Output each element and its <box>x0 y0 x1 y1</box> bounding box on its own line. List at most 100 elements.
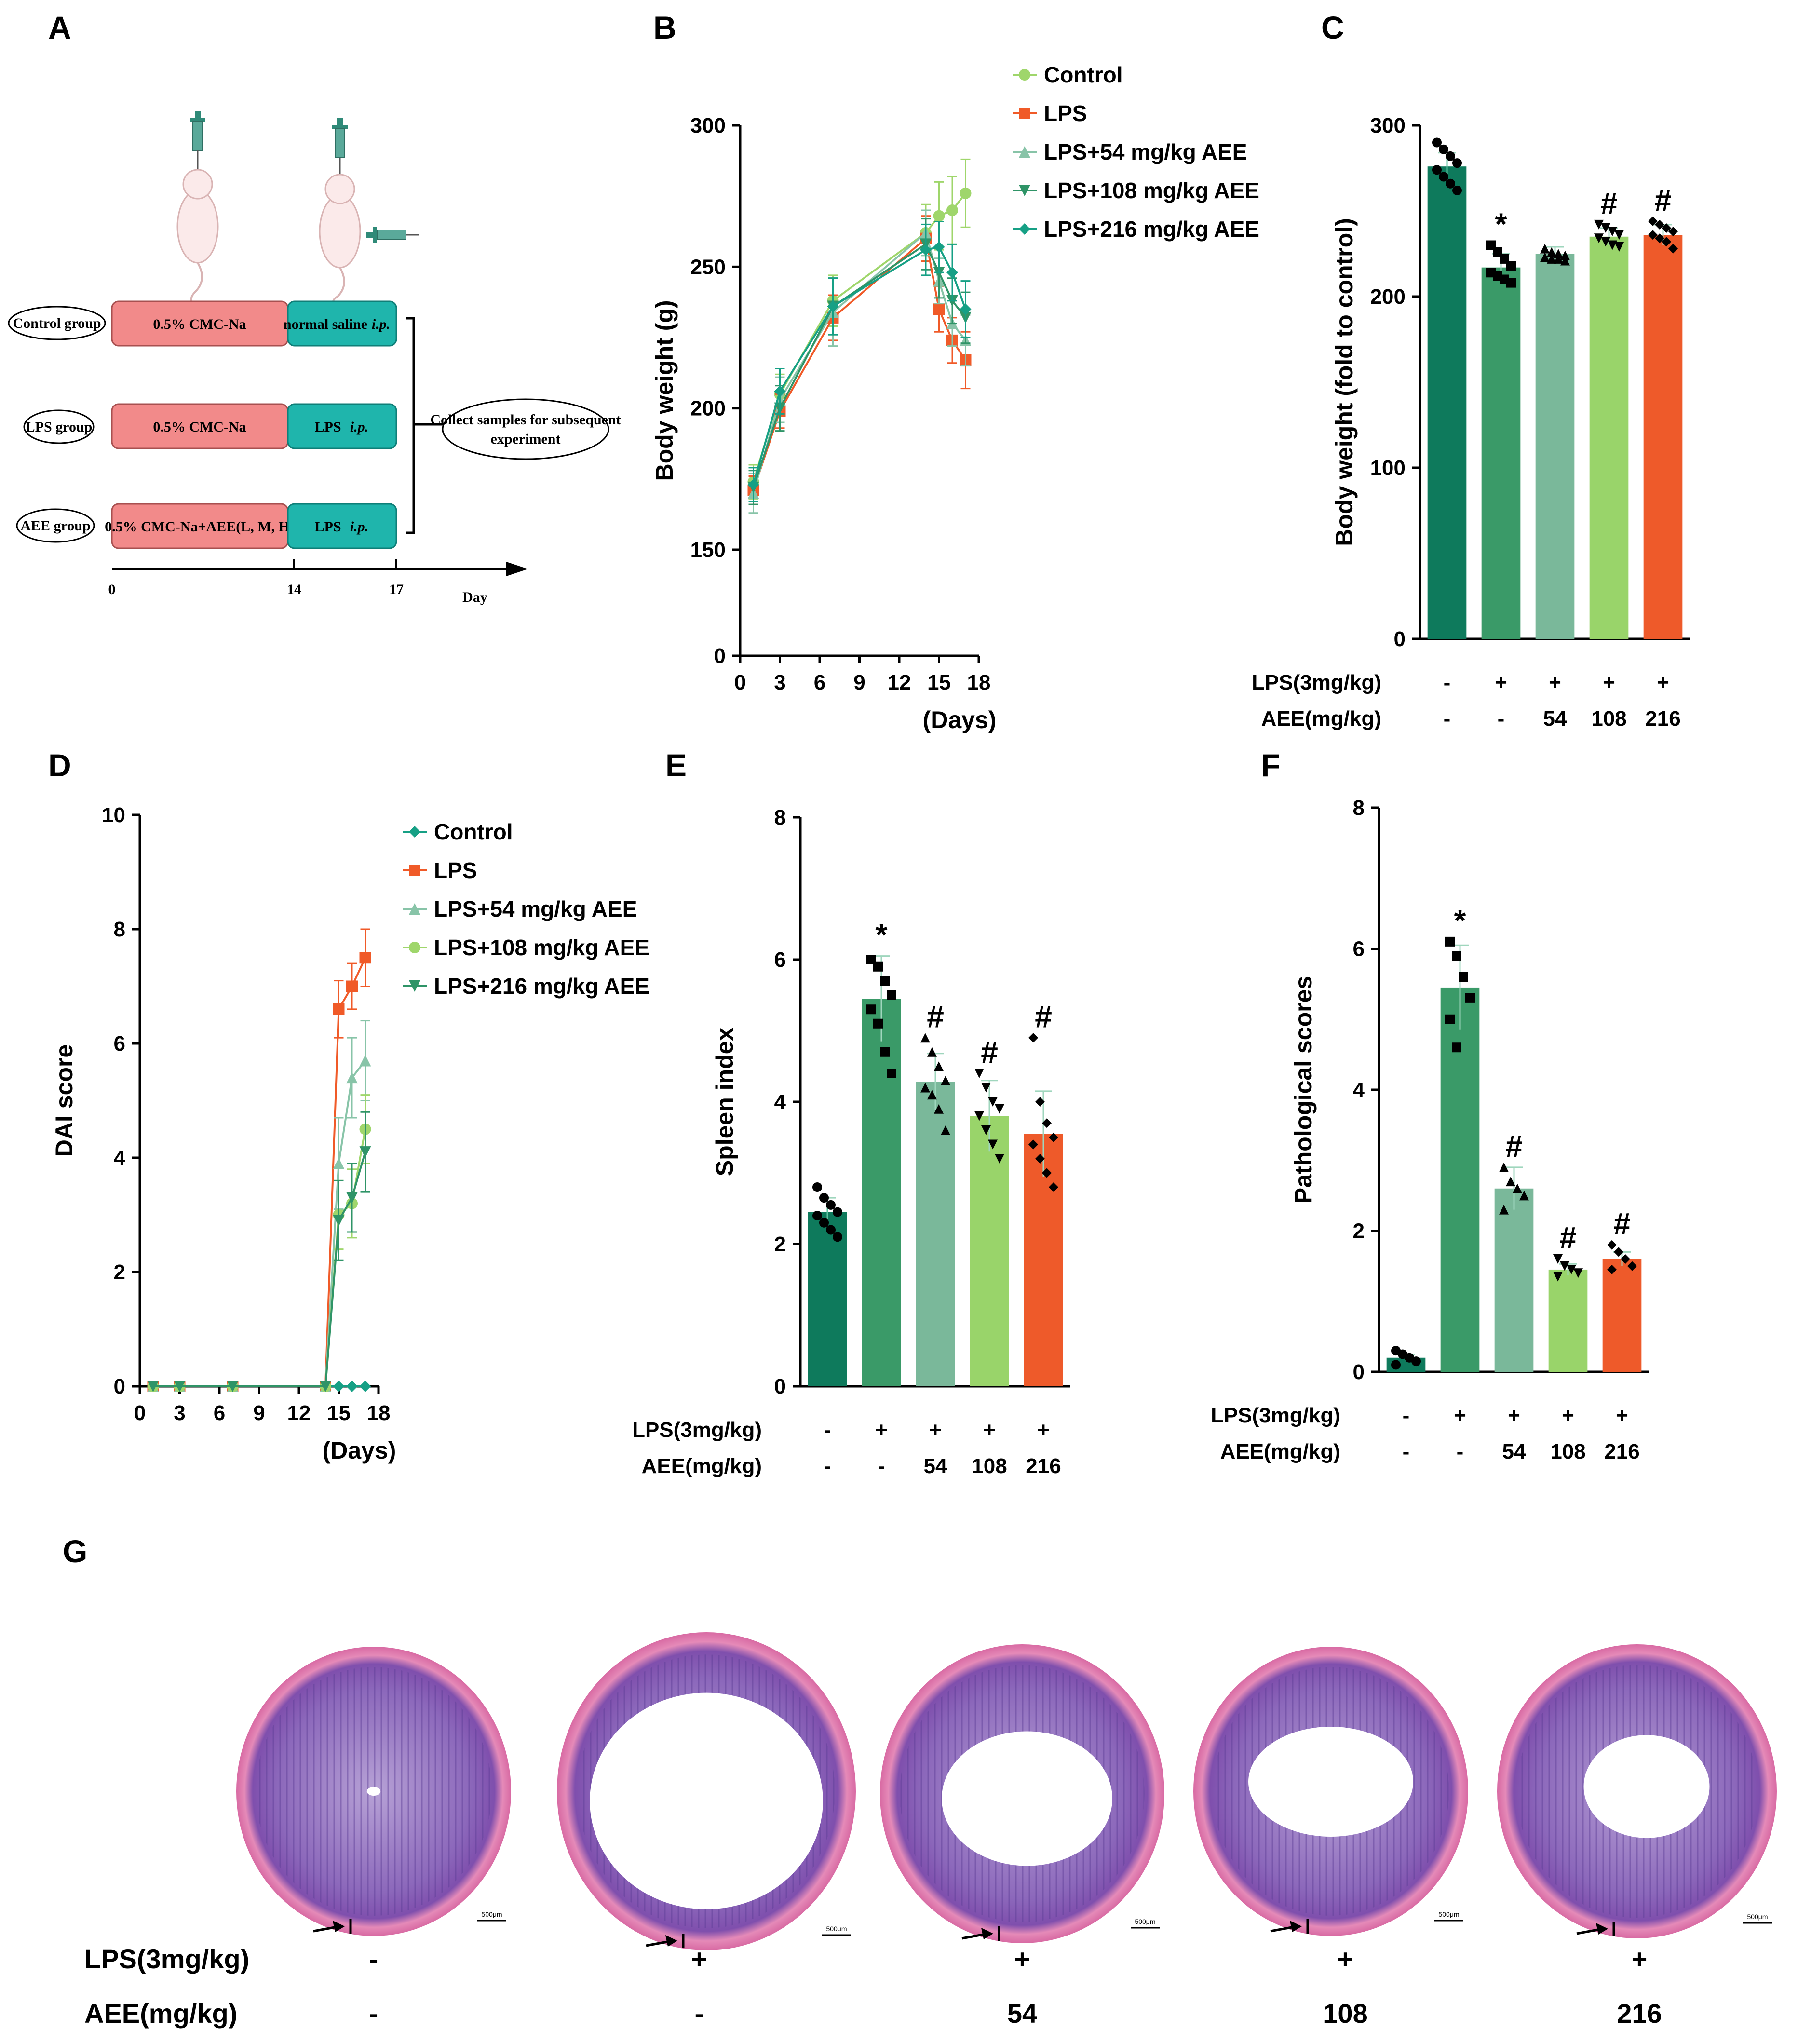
data-point <box>1662 237 1671 247</box>
panel-letter-g: G <box>63 1533 87 1569</box>
series-line <box>153 957 366 1387</box>
data-point <box>1648 230 1658 240</box>
data-point <box>927 1047 937 1057</box>
stage2-text-lps: LPS <box>314 419 341 435</box>
data-point <box>1608 227 1617 237</box>
histology-images: 500μm 500μm 500μm 500μm 500μm <box>236 1632 1777 1950</box>
group-bracket <box>406 317 415 534</box>
data-point <box>812 1182 822 1192</box>
histology-aee-value: 54 <box>1007 1998 1037 2029</box>
data-point <box>1506 261 1516 271</box>
series-lps <box>747 215 972 505</box>
group-label-aee: AEE group <box>16 508 95 543</box>
data-point <box>1547 254 1556 264</box>
aee-condition-value: 216 <box>1645 707 1680 731</box>
data-point <box>1614 242 1624 252</box>
data-point <box>1459 972 1468 982</box>
legend-label: LPS+108 mg/kg AEE <box>1044 178 1259 203</box>
bar-4 <box>970 1116 1009 1386</box>
histology-aee-value: 108 <box>1323 1998 1367 2029</box>
syringe-icon <box>332 118 348 181</box>
arrow-head-icon <box>333 1921 345 1932</box>
y-tick-label: 0 <box>1394 627 1406 651</box>
y-axis-title: Body weight (g) <box>651 300 678 481</box>
syringe-icon <box>366 227 419 243</box>
data-point <box>941 1125 950 1135</box>
series-control <box>747 158 972 500</box>
data-point <box>359 1055 371 1067</box>
data-point <box>1553 1254 1563 1264</box>
group-label-lps: LPS group <box>23 409 95 444</box>
data-point <box>1540 252 1550 262</box>
data-point <box>934 1061 944 1071</box>
data-point <box>1499 1162 1509 1172</box>
lumen <box>942 1731 1112 1866</box>
data-point <box>1042 1168 1052 1178</box>
data-point <box>988 1097 998 1107</box>
data-point <box>346 1381 358 1392</box>
data-point <box>826 1200 836 1210</box>
x-tick-label: 15 <box>927 671 951 694</box>
data-point <box>933 303 945 315</box>
y-tick-label: 200 <box>1370 285 1406 309</box>
data-point <box>960 187 972 199</box>
data-point <box>1607 1240 1617 1250</box>
chart-f-pathological-bar: 0 2 4 6 8 Pathological scores - - * + - # +54 # +108 # +… <box>1211 796 1649 1463</box>
significance-marker: # <box>1035 999 1052 1034</box>
significance-marker: * <box>1454 903 1466 938</box>
data-point <box>819 1218 829 1228</box>
data-point <box>1567 1264 1576 1274</box>
aee-condition-value: 108 <box>1550 1440 1585 1463</box>
data-point <box>1446 151 1455 161</box>
series-line <box>752 236 967 491</box>
svg-text:AEE group: AEE group <box>20 518 90 534</box>
data-point <box>1668 227 1678 237</box>
legend-marker <box>409 903 420 915</box>
bar-5 <box>1602 1259 1642 1372</box>
legend-label: LPS <box>1044 101 1087 126</box>
histology-aee-value: - <box>369 1998 379 2029</box>
legend-marker <box>409 865 420 876</box>
data-point <box>866 1004 876 1015</box>
timeline-arrow-icon <box>506 562 528 576</box>
bar-1 <box>808 1212 847 1386</box>
data-point <box>1560 256 1570 266</box>
lps-condition-value: - <box>1444 671 1451 694</box>
timeline-label: Day <box>462 589 487 605</box>
mouse-icon <box>176 169 219 312</box>
series-line <box>153 1060 366 1387</box>
data-point <box>1028 1139 1038 1150</box>
aee-condition-value: - <box>878 1454 885 1478</box>
significance-marker: # <box>1654 183 1672 217</box>
stage2-text-control: normal saline <box>284 316 367 332</box>
data-point <box>1445 936 1455 947</box>
data-point <box>981 1125 991 1135</box>
y-tick-label: 2 <box>114 1260 125 1284</box>
x-tick-label: 12 <box>888 671 911 694</box>
series-aee54 <box>747 209 972 514</box>
scale-bar-label: 500μm <box>1438 1910 1459 1918</box>
data-point <box>1594 233 1604 244</box>
legend-marker <box>1019 108 1030 119</box>
bar-3 <box>916 1082 955 1386</box>
data-point <box>934 1104 944 1114</box>
significance-marker: # <box>1505 1129 1523 1164</box>
data-point <box>887 990 896 1000</box>
lps-condition-value: - <box>1403 1404 1410 1427</box>
histology-condition-values: - - + - +54 +108 +216 <box>369 1944 1662 2029</box>
data-point <box>1554 254 1563 264</box>
histology-lps-value: + <box>1014 1944 1030 1974</box>
aee-condition-value: 216 <box>1026 1454 1061 1478</box>
series-aee216 <box>747 220 972 502</box>
data-point <box>333 1215 345 1227</box>
arrow-head-icon <box>1290 1921 1302 1932</box>
bar-2 <box>1481 267 1521 639</box>
lumen <box>590 1692 823 1909</box>
significance-marker: * <box>1495 207 1507 242</box>
panel-letter-b: B <box>653 10 676 45</box>
y-tick-label: 8 <box>114 918 125 941</box>
scale-bar-label: 500μm <box>1747 1913 1768 1921</box>
significance-marker: * <box>876 918 888 952</box>
data-point <box>333 1381 345 1392</box>
legend-label: LPS+108 mg/kg AEE <box>434 935 649 960</box>
